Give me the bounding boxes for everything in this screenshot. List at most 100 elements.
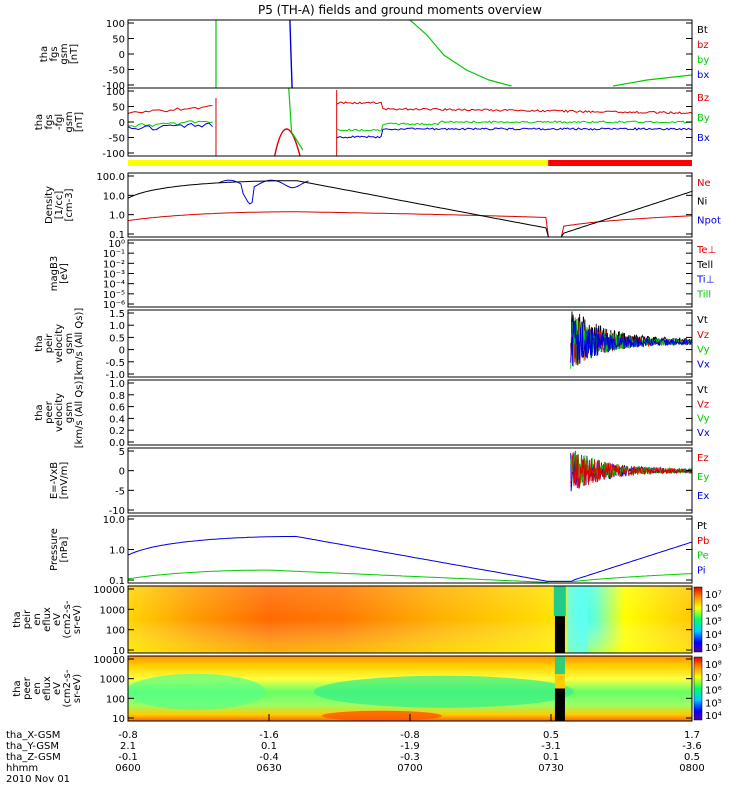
colorbar-tick-label: 10⁷ [705, 673, 722, 684]
y-tick-label: -0.5 [105, 358, 125, 369]
y-axis-label: tha [34, 114, 45, 130]
ion-gap-black [554, 616, 565, 653]
legend-Vz: Vz [697, 399, 709, 410]
By-trace-early [128, 120, 213, 128]
ion-gap-green [553, 586, 566, 617]
panel-fgs: 100 50 0 -50 -100 tha fgs gsm [nT] Bt bz by bx [39, 19, 709, 92]
y-axis-label: [nT] [74, 112, 85, 132]
colorbar-tick-label: 10⁴ [705, 711, 722, 722]
y-tick-label: 10000 [93, 585, 125, 596]
electron-red-band [321, 710, 442, 721]
legend-by: by [697, 55, 709, 66]
x-row-label: tha_X-GSM [6, 730, 60, 741]
panel-peir_spec: 10⁷ 10⁶ 10⁵ 10⁴ 10³ 10000 1000 100 10 tha peir en ef… [12, 585, 722, 657]
panel-plot-area [128, 586, 692, 653]
Npot-trace [218, 179, 309, 205]
y-tick-label: 10⁻¹ [103, 249, 125, 260]
ion-cyan-band [567, 586, 588, 653]
y-tick-label: 10 [112, 646, 125, 657]
y-tick-label: -10 [109, 506, 125, 517]
y-tick-label: -100 [102, 81, 125, 92]
y-tick-label: 10⁻⁴ [103, 280, 125, 291]
y-tick-label: 0.0 [109, 438, 125, 449]
x-tick-label: 0.1 [543, 752, 559, 763]
y-tick-label: 100 [106, 19, 125, 30]
panel-frame [127, 309, 693, 378]
y-axis-label: E=-VxB [49, 462, 60, 499]
y-tick-label: 10⁻² [103, 259, 125, 270]
legend-Vy: Vy [697, 414, 710, 425]
y-tick-label: 10 [112, 714, 125, 725]
y-axis-label: [eV] [59, 263, 70, 284]
y-tick-label: 0.1 [109, 576, 125, 587]
x-row-label: hhmm [6, 763, 38, 774]
Bz-trace-early [128, 105, 213, 114]
Pe-trace [128, 569, 692, 583]
y-tick-label: 5 [119, 447, 125, 458]
y-axis-label: gsm [64, 333, 75, 354]
colorbar-tick-label: 10³ [705, 643, 722, 654]
legend-Ne: Ne [697, 178, 711, 189]
legend-Vt: Vt [697, 315, 708, 326]
legend-Bx: Bx [697, 133, 710, 144]
legend-Vt: Vt [697, 385, 708, 396]
y-axis-label: [km/s (All Qs)] [74, 308, 85, 380]
panel-frame [127, 447, 693, 514]
By-trace [336, 120, 692, 132]
by-decay-curve [409, 20, 512, 87]
y-tick-label: 10⁻⁶ [103, 300, 125, 311]
y-tick-label: 100 [106, 87, 125, 98]
panel-frame [127, 239, 693, 308]
x-row-label: tha_Z-GSM [6, 752, 61, 763]
y-tick-label: -50 [109, 66, 125, 77]
x-tick-label: -1.9 [400, 741, 420, 752]
y-tick-label: 0 [119, 50, 125, 61]
x-tick-label: 0730 [538, 763, 563, 774]
panel-plot-area [128, 88, 692, 156]
x-tick-label: 0700 [397, 763, 422, 774]
y-axis-label: [km/s (All Qs)] [74, 377, 85, 449]
Bx-trace [336, 127, 692, 139]
y-axis-label: velocity [54, 324, 65, 363]
y-tick-label: 0 [119, 467, 125, 478]
y-axis-label: gsm [64, 111, 75, 132]
panel-frame [127, 172, 693, 238]
y-axis-label: tha [12, 611, 23, 627]
y-axis-label: gsm [64, 402, 75, 423]
legend-Pt: Pt [697, 521, 707, 532]
y-tick-label: 10.0 [103, 191, 125, 202]
colorbar [693, 586, 703, 653]
y-axis-label: peer [22, 676, 33, 700]
panel-density: 100.0 10.0 1.0 0.1 Density [1/cc] [cm-3] Ne Ni Np… [44, 172, 721, 241]
legend-Bz: Bz [697, 93, 709, 104]
By-arc [288, 88, 304, 151]
panel-plot-area [128, 535, 692, 583]
panel-peervel: 1.00.80.60.40.20.0 tha peer velocity gsm [km/… [34, 377, 710, 449]
y-axis-label: en [32, 613, 43, 626]
x-tick-label: -0.8 [400, 730, 420, 741]
electron-green-blob-right [313, 675, 574, 708]
legend-Npot: Npot [697, 215, 721, 226]
Pi-trace [128, 535, 692, 582]
panel-frame [127, 515, 693, 584]
legend-Ey: Ey [697, 472, 709, 483]
panel-plot-area [570, 311, 692, 369]
legend-Vz: Vz [697, 330, 709, 341]
panel-plot-area [128, 179, 692, 237]
velocity-noise-trace [570, 452, 692, 489]
Ni-trace [128, 180, 692, 237]
x-tick-label: 0630 [256, 763, 281, 774]
y-tick-label: 0.4 [109, 414, 125, 425]
y-axis-label: fgs [44, 114, 55, 129]
colorbar [693, 656, 703, 721]
x-tick-label: 0600 [115, 763, 140, 774]
y-tick-label: -1.0 [105, 370, 125, 381]
y-tick-label: 1000 [100, 675, 125, 686]
legend-Ti⊥: Ti⊥ [696, 275, 714, 286]
Bz-trace [336, 101, 692, 115]
x-tick-label: 0.1 [261, 741, 277, 752]
y-axis-label: en [32, 682, 43, 695]
legend-Ni: Ni [697, 197, 707, 208]
